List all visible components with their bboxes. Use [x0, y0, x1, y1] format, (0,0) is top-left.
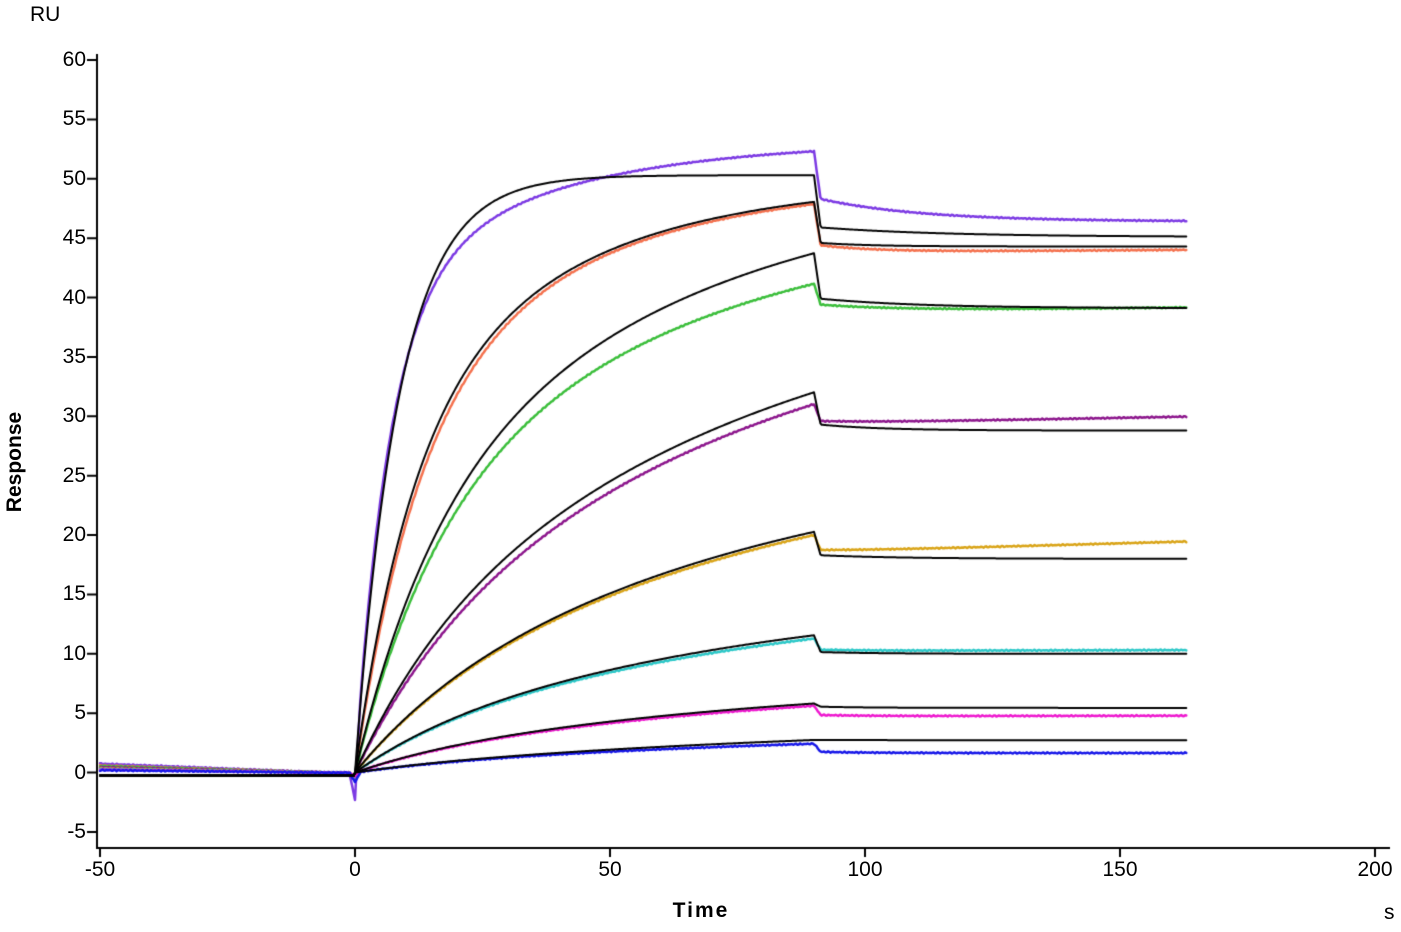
y-tick-label: 60: [62, 48, 86, 71]
x-tick-label: 0: [349, 858, 361, 881]
y-tick-label: 15: [62, 582, 86, 606]
y-tick-label: 55: [62, 107, 86, 131]
y-tick-label: 20: [62, 523, 86, 547]
y-axis-unit-label: RU: [30, 3, 61, 26]
x-tick-label: 100: [847, 858, 883, 881]
x-axis-title: Time: [672, 899, 730, 922]
y-tick-label: 40: [62, 285, 86, 309]
y-tick-label: 0: [74, 760, 86, 784]
x-axis-unit-label: s: [1384, 901, 1395, 924]
y-tick-label: 35: [62, 344, 86, 368]
y-tick-label: 50: [62, 166, 86, 190]
y-tick-label: -5: [67, 820, 86, 843]
x-tick-label: 150: [1102, 858, 1138, 881]
x-tick-label: -50: [84, 858, 116, 881]
y-tick-label: 25: [62, 463, 86, 487]
x-tick-label: 50: [598, 858, 622, 881]
y-tick-label: 10: [62, 641, 86, 665]
y-tick-label: 30: [62, 404, 86, 428]
x-tick-label: 200: [1357, 858, 1393, 881]
y-tick-label: 5: [74, 701, 86, 725]
y-tick-label: 45: [62, 226, 86, 250]
